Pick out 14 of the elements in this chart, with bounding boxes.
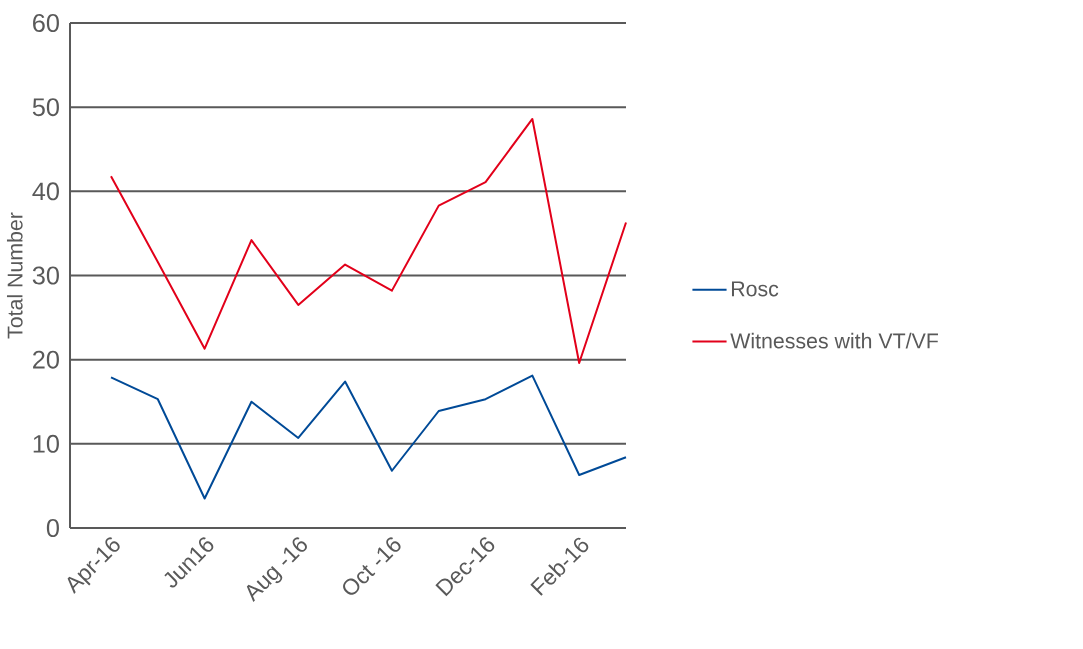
y-tick-label: 60	[33, 14, 59, 32]
y-tick-label: 40	[32, 182, 59, 201]
y-tick-label: 50	[32, 98, 59, 117]
legend-label: Witnesses with VT/VF	[730, 332, 938, 349]
x-tick-label: Aug -16	[246, 537, 307, 602]
y-tick-label: 20	[33, 350, 59, 369]
line-series	[110, 374, 627, 500]
y-tick-label: 0	[46, 519, 59, 537]
legend-label: Rosc	[731, 281, 779, 297]
x-tick-label: Oct -16	[343, 537, 401, 595]
y-tick-label: 10	[33, 434, 59, 453]
line-series	[110, 117, 627, 365]
y-tick-label: 30	[32, 266, 59, 285]
y-axis-title: Total Number	[6, 212, 23, 339]
